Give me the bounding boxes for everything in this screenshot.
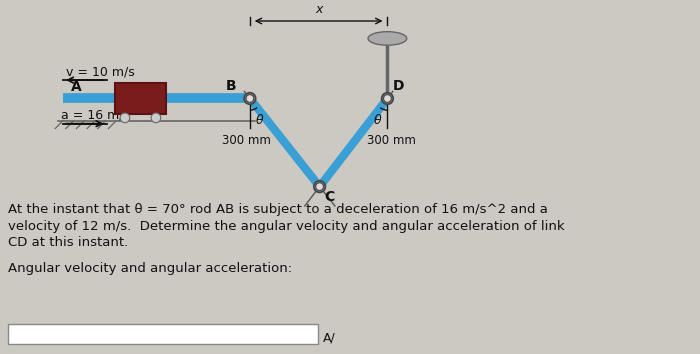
Circle shape [382, 93, 393, 104]
Text: A: A [71, 80, 81, 94]
Text: A/: A/ [323, 331, 335, 344]
Circle shape [316, 183, 323, 190]
Text: v = 10 m/s: v = 10 m/s [66, 65, 134, 78]
Circle shape [244, 93, 256, 104]
Text: B: B [225, 79, 237, 93]
Text: C: C [325, 189, 335, 204]
Text: At the instant that θ = 70° rod AB is subject to a deceleration of 16 m/s^2 and : At the instant that θ = 70° rod AB is su… [8, 203, 547, 216]
Bar [8, 324, 318, 343]
Text: x: x [315, 3, 322, 16]
Circle shape [120, 113, 130, 123]
Text: a = 16 m/s²: a = 16 m/s² [61, 109, 135, 122]
Circle shape [246, 95, 254, 102]
Circle shape [151, 113, 161, 123]
Circle shape [314, 181, 326, 193]
Text: velocity of 12 m/s.  Determine the angular velocity and angular acceleration of : velocity of 12 m/s. Determine the angula… [8, 219, 564, 233]
Ellipse shape [368, 32, 407, 45]
Text: D: D [392, 79, 404, 93]
Text: Angular velocity and angular acceleration:: Angular velocity and angular acceleratio… [8, 262, 292, 275]
Text: CD at this instant.: CD at this instant. [8, 236, 128, 249]
Text: 300 mm: 300 mm [367, 134, 416, 147]
Text: 300 mm: 300 mm [223, 134, 271, 147]
Text: θ: θ [256, 114, 263, 127]
Circle shape [384, 95, 391, 102]
Bar [116, 83, 166, 114]
Text: θ: θ [374, 114, 382, 127]
